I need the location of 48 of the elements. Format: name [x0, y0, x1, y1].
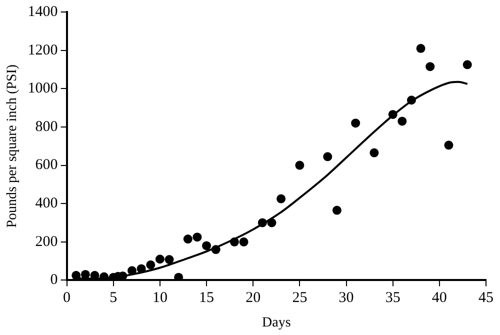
point: [155, 254, 164, 264]
x-tick-label: 0: [63, 290, 71, 306]
y-tick-label: 1400: [28, 4, 58, 20]
point: [426, 62, 435, 72]
y-tick-label: 0: [50, 272, 58, 288]
point: [295, 160, 304, 170]
x-tick-label: 15: [199, 290, 214, 306]
point: [416, 44, 426, 53]
point: [72, 270, 81, 280]
point: [202, 241, 212, 250]
y-tick-label: 1200: [28, 42, 58, 58]
point: [80, 270, 90, 279]
x-tick-label: 40: [432, 290, 447, 306]
point: [398, 116, 407, 126]
point: [332, 206, 342, 215]
point: [388, 110, 398, 119]
point: [370, 148, 379, 158]
point: [128, 266, 137, 276]
x-tick-label: 35: [385, 290, 400, 306]
x-tick-label: 30: [338, 290, 354, 306]
y-tick-label: 1000: [28, 80, 58, 97]
point: [444, 140, 454, 150]
point: [267, 218, 276, 228]
x-tick-label: 5: [110, 290, 118, 306]
point: [258, 218, 267, 228]
x-axis-title: Days: [262, 315, 291, 330]
x-tick-label: 25: [292, 290, 308, 306]
point: [351, 118, 360, 128]
point: [230, 237, 239, 246]
point: [211, 245, 220, 254]
x-tick-label: 10: [152, 290, 168, 306]
y-tick-label: 200: [35, 234, 58, 250]
point: [183, 234, 192, 244]
point: [192, 232, 202, 242]
y-tick-label: 800: [35, 118, 58, 135]
x-tick-label: 20: [246, 290, 261, 306]
x-tick-label: 45: [478, 290, 494, 306]
y-axis-title: Pounds per square inch (PSI): [5, 64, 20, 228]
point: [164, 255, 174, 264]
point: [323, 152, 332, 162]
point: [406, 96, 416, 105]
point: [462, 60, 472, 70]
point: [146, 260, 156, 270]
y-tick-label: 600: [35, 157, 58, 174]
point: [239, 237, 248, 246]
point: [276, 194, 286, 204]
point: [136, 264, 146, 274]
y-tick-label: 400: [35, 196, 58, 212]
